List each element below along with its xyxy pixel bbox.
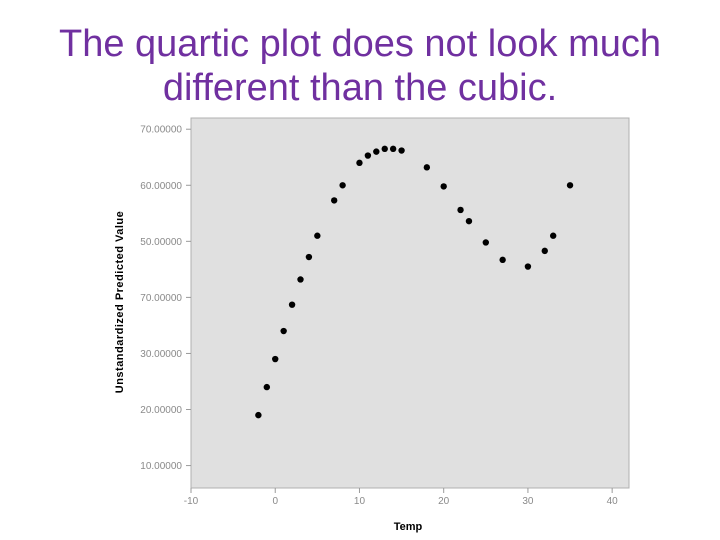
y-tick-label: 70.00000 (140, 125, 182, 136)
y-tick-label: 30.00000 (140, 349, 182, 360)
data-point (373, 148, 380, 155)
data-point (330, 197, 338, 204)
x-tick-label: 10 (354, 496, 366, 507)
data-point (499, 256, 506, 264)
data-point (263, 383, 271, 391)
x-tick-label: 20 (438, 496, 450, 507)
x-tick-label: 0 (272, 496, 278, 507)
data-point (356, 159, 363, 167)
y-tick-label: 10.00000 (140, 461, 182, 472)
data-point (297, 276, 304, 283)
data-point (305, 253, 313, 261)
data-point (364, 152, 372, 159)
y-tick-label: 60.00000 (140, 181, 182, 192)
slide-title-line-1: The quartic plot does not look much (58, 23, 661, 65)
data-point (339, 182, 346, 189)
data-point (541, 247, 548, 255)
x-axis-label: Temp (393, 521, 423, 533)
slide-title-line-2: different than the cubic. (162, 67, 558, 109)
y-tick-label: 20.00000 (140, 405, 182, 416)
data-point (465, 217, 473, 225)
data-point (398, 147, 405, 154)
x-tick-label: 30 (522, 496, 534, 507)
data-point (566, 182, 574, 189)
data-point (314, 232, 321, 239)
y-tick-label: 50.00000 (140, 237, 182, 248)
y-axis-label: Unstandardized Predicted Value (114, 210, 126, 394)
x-tick-label: 40 (607, 496, 619, 507)
data-point (389, 145, 397, 153)
y-tick-label: 70.00000 (140, 293, 182, 304)
plot-area (190, 117, 630, 489)
data-point (272, 355, 279, 363)
slide-title: The quartic plot does not look much diff… (0, 22, 720, 110)
data-point (255, 411, 262, 419)
data-point (457, 206, 464, 214)
data-point (423, 164, 431, 171)
data-point (288, 301, 296, 308)
data-point (280, 327, 287, 335)
data-point (524, 263, 532, 270)
data-point (482, 239, 490, 246)
x-tick-label: -10 (184, 496, 199, 507)
data-point (440, 183, 447, 190)
data-point (381, 145, 388, 153)
data-point (549, 232, 557, 239)
